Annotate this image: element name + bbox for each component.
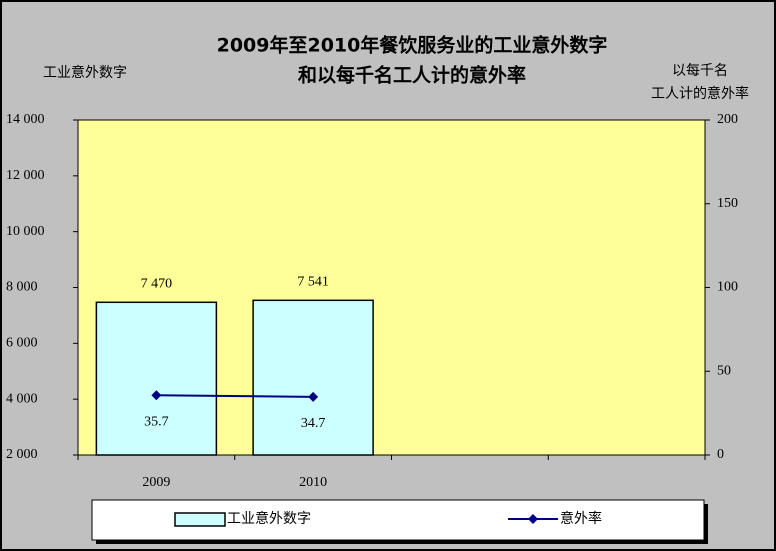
y2-tick-label: 100 bbox=[717, 280, 738, 295]
y2-tick-label: 0 bbox=[717, 447, 724, 462]
x-tick-label: 2010 bbox=[299, 475, 327, 490]
y-tick-label: 10 000 bbox=[6, 224, 45, 239]
y2-axis-label: 工人计的意外率 bbox=[651, 85, 749, 102]
y2-axis-label: 以每千名 bbox=[672, 63, 728, 79]
bar bbox=[252, 299, 374, 456]
line-value-label: 35.7 bbox=[144, 414, 169, 429]
chart-title: 2009年至2010年餐饮服务业的工业意外数字 bbox=[217, 34, 608, 57]
chart-title: 和以每千名工人计的意外率 bbox=[298, 64, 526, 87]
legend-label: 工业意外数字 bbox=[227, 510, 311, 527]
y-tick-label: 2 000 bbox=[6, 447, 38, 462]
y-tick-label: 8 000 bbox=[6, 280, 38, 295]
line-value-label: 34.7 bbox=[301, 416, 326, 431]
legend-label: 意外率 bbox=[560, 510, 602, 527]
y2-tick-label: 200 bbox=[717, 112, 738, 127]
y-tick-label: 4 000 bbox=[6, 391, 38, 406]
y-axis-label: 工业意外数字 bbox=[43, 64, 127, 81]
y2-tick-label: 150 bbox=[717, 196, 738, 211]
bar-value-label: 7 470 bbox=[141, 277, 173, 292]
y-tick-label: 14 000 bbox=[6, 112, 45, 127]
line bbox=[156, 394, 314, 398]
y2-tick-label: 50 bbox=[717, 363, 731, 378]
legend-swatch bbox=[528, 514, 538, 524]
line-marker bbox=[151, 390, 162, 401]
legend-swatch bbox=[174, 512, 226, 527]
bar-value-label: 7 541 bbox=[297, 275, 329, 290]
y-tick-label: 6 000 bbox=[6, 336, 38, 351]
bar bbox=[95, 301, 218, 456]
x-tick-label: 2009 bbox=[142, 475, 170, 490]
y-tick-label: 12 000 bbox=[6, 168, 45, 183]
line-marker bbox=[308, 391, 319, 402]
